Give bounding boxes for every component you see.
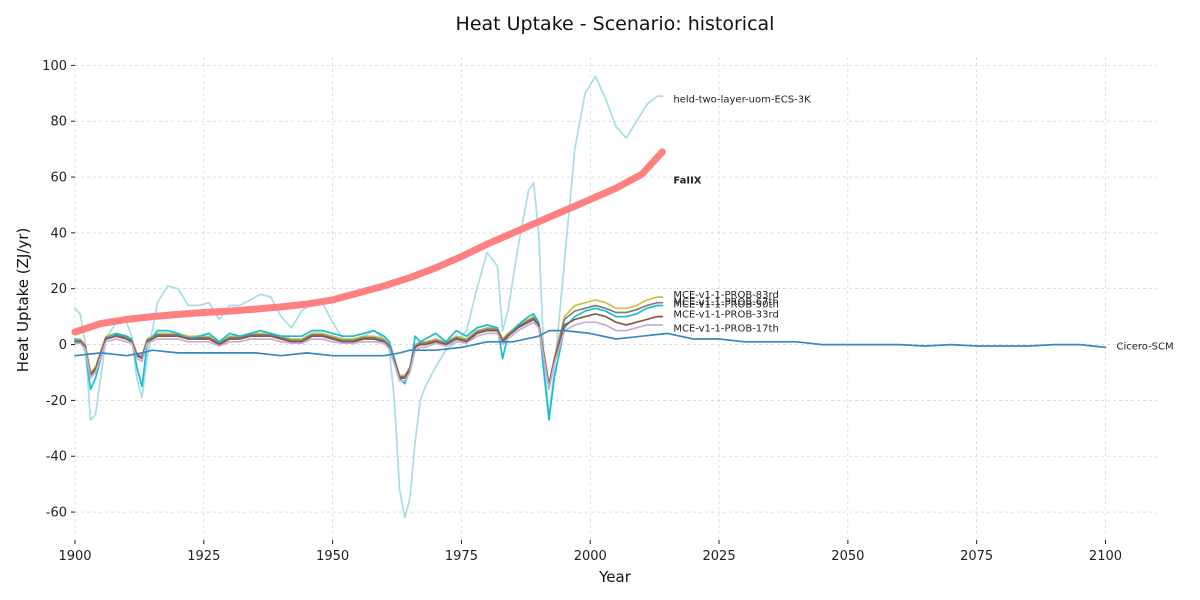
x-tick-label: 1975 bbox=[445, 549, 478, 564]
y-tick-label: 100 bbox=[42, 59, 67, 74]
chart-title: Heat Uptake - Scenario: historical bbox=[456, 13, 775, 35]
x-tick-label: 1925 bbox=[187, 549, 220, 564]
y-tick-label: 60 bbox=[50, 171, 67, 186]
series-label-mce-v1-1-prob-17th: MCE-v1-1-PROB-17th bbox=[673, 323, 778, 334]
x-tick-label: 2075 bbox=[960, 549, 993, 564]
series-line-faiix bbox=[71, 148, 666, 336]
x-tick-label: 1900 bbox=[58, 549, 91, 564]
x-tick-label: 2100 bbox=[1089, 549, 1122, 564]
series-label-mce-v1-1-prob-33rd: MCE-v1-1-PROB-33rd bbox=[673, 309, 778, 320]
series-line-mce-v1-1-prob-17th bbox=[74, 321, 664, 391]
series-label-faiix: FaIIX bbox=[673, 175, 701, 186]
series-line-mce-v1-1-prob-83rd bbox=[74, 296, 664, 385]
series-label-cicero-scm: Cicero-SCM bbox=[1116, 341, 1173, 352]
y-axis-title: Heat Uptake (ZJ/yr) bbox=[14, 228, 32, 373]
y-tick-label: -60 bbox=[46, 506, 67, 521]
x-axis: 1900 1925 1950 1975 2000 2025 2050 2075 2100 bbox=[58, 540, 1122, 564]
series-label-mce-v1-1-prob-50th: MCE-v1-1-PROB-50th bbox=[673, 300, 778, 311]
x-axis-title: Year bbox=[598, 568, 632, 586]
y-tick-label: -20 bbox=[46, 394, 67, 409]
y-tick-label: 0 bbox=[59, 338, 67, 353]
series-label-held-two-layer-uom-ecs-3k: held-two-layer-uom-ECS-3K bbox=[673, 94, 811, 105]
grid bbox=[74, 57, 1157, 540]
series-label-mce-v1-1-prob-83rd: MCE-v1-1-PROB-83rd bbox=[673, 290, 778, 301]
y-tick-label: 20 bbox=[50, 282, 67, 297]
x-tick-label: 1950 bbox=[316, 549, 349, 564]
x-tick-label: 2000 bbox=[574, 549, 607, 564]
series-label-mce-v1-1-prob-67th: MCE-v1-1-PROB-67th bbox=[673, 297, 778, 308]
series-labels: held-two-layer-uom-ECS-3K FaIIX MCE-v1-1-P… bbox=[673, 94, 1173, 352]
y-tick-label: 80 bbox=[50, 115, 67, 130]
x-tick-label: 2050 bbox=[831, 549, 864, 564]
x-tick-label: 2025 bbox=[703, 549, 736, 564]
series-line-cicero-scm bbox=[74, 329, 1107, 357]
series-lines bbox=[71, 75, 1107, 519]
y-axis: -60 -40 -20 0 20 40 60 80 100 bbox=[42, 59, 75, 521]
y-tick-label: -40 bbox=[46, 450, 67, 465]
series-line-mce-v1-1-prob-50th bbox=[74, 304, 664, 421]
y-tick-label: 40 bbox=[50, 226, 67, 241]
series-line-held-two-layer-uom-ecs-3k bbox=[74, 75, 664, 519]
